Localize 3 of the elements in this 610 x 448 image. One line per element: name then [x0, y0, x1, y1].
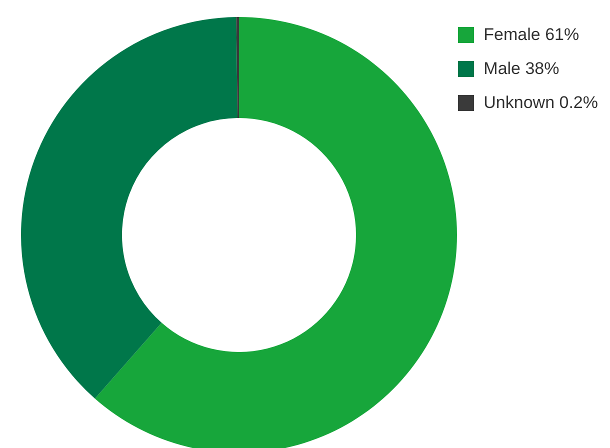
legend-label: Male 38% [484, 59, 560, 79]
legend-label: Female 61% [484, 25, 580, 45]
legend-label: Unknown 0.2% [484, 93, 598, 113]
